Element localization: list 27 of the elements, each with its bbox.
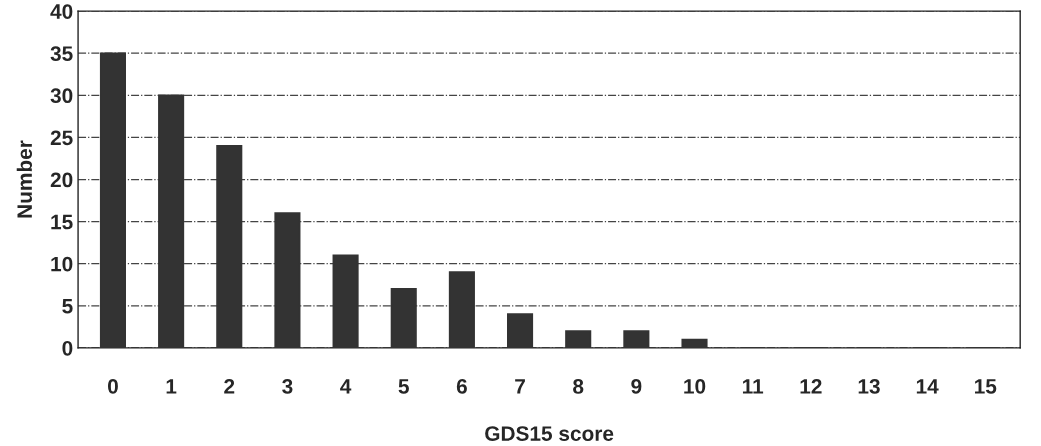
y-tick-label: 25 <box>50 130 73 146</box>
x-tick-label: 10 <box>684 378 706 394</box>
y-tick-label: 20 <box>50 172 73 188</box>
x-tick-label: 7 <box>515 379 525 394</box>
x-tick-label: 13 <box>858 378 880 394</box>
y-axis-title: Number <box>16 140 33 218</box>
x-tick-label: 14 <box>916 379 939 394</box>
x-tick-label: 6 <box>456 378 467 394</box>
x-tick-label: 5 <box>398 379 409 394</box>
x-tick-label: 15 <box>975 379 997 394</box>
x-tick-label: 1 <box>166 379 177 394</box>
x-tick-label: 3 <box>282 378 293 394</box>
x-tick-label: 0 <box>108 378 118 394</box>
x-tick-label: 11 <box>742 379 764 394</box>
x-tick-label: 12 <box>800 378 822 394</box>
x-tick-label: 9 <box>631 378 642 394</box>
x-tick-label: 2 <box>224 378 235 394</box>
y-tick-label: 40 <box>50 4 73 19</box>
y-tick-label: 15 <box>51 214 73 230</box>
y-tick-label: 35 <box>50 46 73 62</box>
y-tick-label: 5 <box>62 299 73 314</box>
y-tick-label: 10 <box>51 256 73 272</box>
y-tick-label: 30 <box>50 88 73 104</box>
x-axis-title: GDS15 score <box>485 426 614 441</box>
x-tick-label: 8 <box>573 378 584 394</box>
y-tick-label: 0 <box>62 340 73 356</box>
x-tick-label: 4 <box>340 379 352 394</box>
